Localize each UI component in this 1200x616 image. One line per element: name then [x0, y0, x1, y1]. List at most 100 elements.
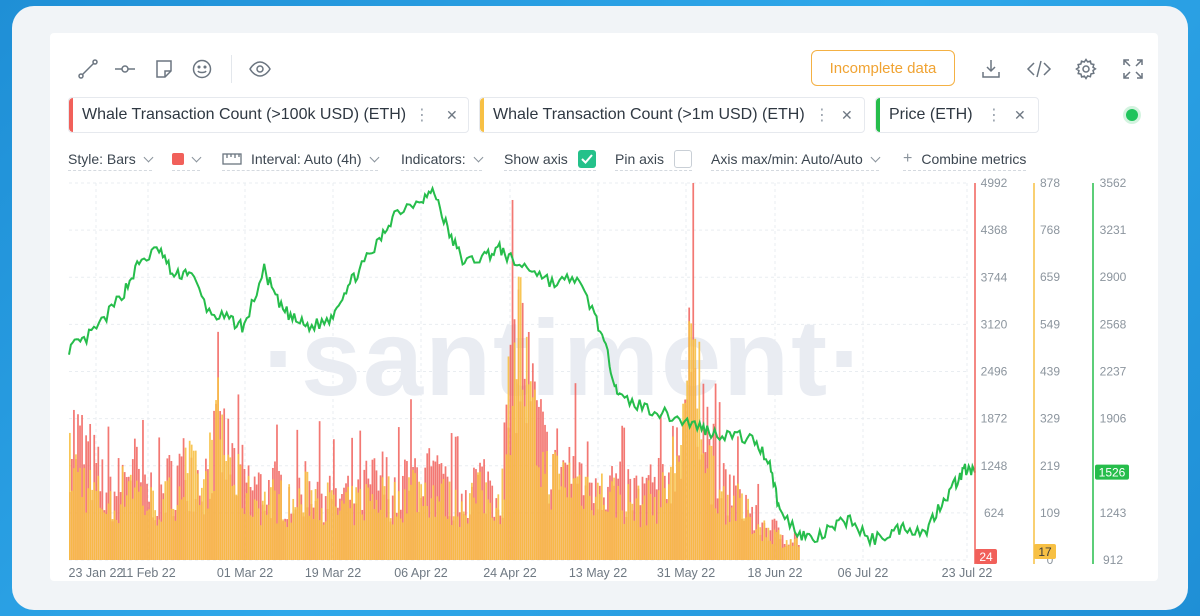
bar-whale-1m: [469, 493, 471, 560]
bar-whale-1m: [164, 481, 167, 560]
bar-whale-1m: [529, 381, 532, 560]
show-axis-checkbox[interactable]: [577, 150, 596, 168]
note-icon[interactable]: [153, 58, 175, 80]
x-tick-label: 11 Feb 22: [120, 566, 175, 580]
horizontal-line-icon[interactable]: [114, 58, 136, 80]
bar-whale-1m: [133, 487, 136, 560]
combine-metrics-button[interactable]: + Combine metrics: [903, 148, 1027, 171]
bar-whale-100k: [728, 474, 731, 560]
x-tick-label: 13 May 22: [569, 566, 627, 580]
incomplete-data-button[interactable]: Incomplete data: [811, 50, 955, 86]
bar-whale-1m: [150, 487, 152, 560]
more-options-icon[interactable]: ⋮: [414, 107, 430, 124]
style-dropdown[interactable]: Style: Bars: [68, 148, 154, 171]
embed-code-icon[interactable]: [1026, 58, 1052, 80]
combine-metrics-label: Combine metrics: [921, 151, 1027, 167]
bar-whale-1m: [718, 489, 721, 560]
bar-whale-1m: [103, 512, 106, 560]
bar-whale-1m: [629, 502, 632, 560]
bar-whale-1m: [475, 503, 477, 560]
emoji-icon[interactable]: [191, 58, 213, 80]
bar-whale-1m: [495, 507, 498, 560]
bar-whale-1m: [412, 469, 414, 560]
metric-tab-whale-100k[interactable]: Whale Transaction Count (>100k USD) (ETH…: [68, 97, 469, 133]
fullscreen-icon[interactable]: [1122, 58, 1144, 80]
line-tool-icon[interactable]: [77, 58, 99, 80]
more-options-icon[interactable]: ⋮: [814, 107, 830, 124]
bar-whale-1m: [464, 515, 467, 560]
bar-whale-1m: [570, 497, 573, 560]
bar-whale-1m: [239, 465, 242, 560]
bar-whale-1m: [730, 507, 733, 560]
bar-whale-1m: [550, 509, 552, 560]
bar-whale-1m: [113, 510, 116, 560]
bar-whale-1m: [332, 494, 335, 560]
bar-whale-100k: [540, 399, 542, 560]
axis-tick-label: 4992: [981, 176, 1008, 190]
bar-whale-1m: [611, 481, 613, 560]
bar-whale-1m: [688, 321, 691, 560]
bar-whale-1m: [456, 516, 459, 560]
bar-whale-1m: [564, 487, 567, 560]
bar-whale-1m: [751, 534, 753, 560]
bar-whale-1m: [253, 499, 256, 560]
bar-whale-100k: [406, 461, 408, 560]
bar-whale-100k: [509, 344, 512, 560]
last-value-badge-label: 24: [979, 550, 993, 564]
interval-dropdown[interactable]: Interval: Auto (4h): [222, 148, 379, 171]
bar-whale-1m: [741, 493, 743, 560]
bar-whale-1m: [601, 473, 603, 560]
bar-whale-1m: [499, 524, 502, 560]
metric-tab-whale-1m[interactable]: Whale Transaction Count (>1m USD) (ETH) …: [479, 97, 865, 133]
close-icon[interactable]: ✕: [1014, 106, 1026, 123]
more-options-icon[interactable]: ⋮: [986, 107, 1002, 124]
eye-icon[interactable]: [249, 58, 271, 80]
bar-whale-1m: [659, 507, 662, 560]
bar-whale-100k: [771, 519, 774, 560]
pin-axis-toggle[interactable]: Pin axis: [615, 148, 693, 171]
bar-whale-100k: [276, 424, 278, 560]
bar-whale-1m: [200, 487, 203, 560]
bar-whale-100k: [724, 469, 727, 560]
axis-tick-label: 624: [984, 506, 1004, 520]
show-axis-toggle[interactable]: Show axis: [504, 148, 596, 171]
bar-whale-1m: [79, 467, 81, 560]
bar-whale-100k: [781, 535, 784, 560]
bar-whale-1m: [282, 519, 284, 560]
x-tick-label: 23 Jan 22: [69, 566, 124, 580]
bar-whale-1m: [399, 518, 402, 560]
settings-icon[interactable]: [1075, 58, 1097, 80]
bar-whale-100k: [85, 435, 87, 560]
x-tick-label: 01 Mar 22: [217, 566, 273, 580]
axis-tick-label: 0: [1047, 553, 1054, 567]
bar-whale-1m: [436, 496, 439, 560]
download-icon[interactable]: [980, 58, 1002, 80]
pin-axis-checkbox[interactable]: [674, 150, 693, 168]
color-picker[interactable]: [172, 148, 202, 171]
bar-whale-1m: [416, 512, 418, 560]
bar-whale-1m: [732, 495, 735, 560]
bar-whale-1m: [672, 436, 674, 560]
bar-whale-1m: [531, 397, 534, 560]
bar-whale-100k: [402, 475, 404, 560]
metric-label: Whale Transaction Count (>100k USD) (ETH…: [82, 106, 407, 123]
bar-whale-1m: [576, 476, 579, 560]
bar-whale-1m: [621, 510, 624, 560]
close-icon[interactable]: ✕: [841, 106, 853, 123]
bar-whale-1m: [726, 494, 729, 560]
axis-tick-label: 1872: [981, 412, 1008, 426]
bar-whale-1m: [558, 473, 561, 560]
close-icon[interactable]: ✕: [446, 106, 458, 123]
bar-whale-1m: [349, 508, 351, 560]
metric-tab-price[interactable]: Price (ETH) ⋮ ✕: [875, 97, 1039, 133]
bars-whale-1m: [69, 276, 800, 560]
live-status-dot: [1126, 109, 1138, 121]
metric-color-bar: [876, 98, 880, 132]
axis-maxmin-dropdown[interactable]: Axis max/min: Auto/Auto: [711, 148, 881, 171]
axis-tick-label: 2568: [1100, 317, 1127, 331]
bar-whale-1m: [290, 522, 293, 560]
indicators-dropdown[interactable]: Indicators:: [401, 148, 484, 171]
bar-whale-1m: [306, 471, 309, 560]
